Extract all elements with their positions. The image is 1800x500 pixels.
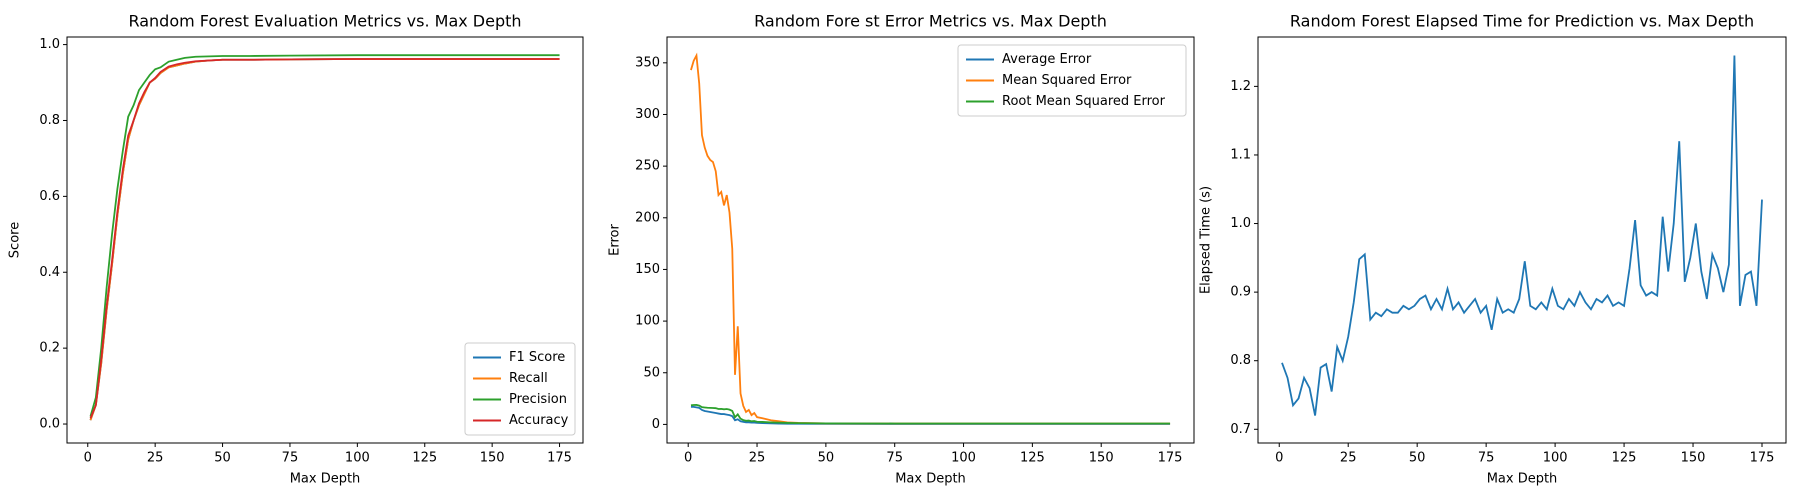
- x-tick-label: 75: [886, 451, 903, 466]
- x-tick-label: 50: [214, 451, 231, 466]
- y-tick-label: 1.2: [1230, 79, 1251, 94]
- chart-title: Random Forest Evaluation Metrics vs. Max…: [128, 12, 521, 31]
- y-tick-label: 0.7: [1230, 422, 1251, 437]
- x-tick-label: 125: [1020, 451, 1045, 466]
- legend: F1 Score Recall Precision Accuracy: [464, 342, 576, 436]
- y-tick-label: 150: [635, 262, 660, 277]
- x-tick-label: 0: [1275, 451, 1283, 466]
- x-axis-label: Max Depth: [895, 472, 966, 487]
- y-tick-label: 1.0: [39, 37, 60, 52]
- y-tick-label: 100: [635, 314, 660, 329]
- legend-label: Mean Squared Error: [1002, 73, 1132, 88]
- y-tick-label: 1.1: [1230, 147, 1251, 162]
- x-tick-label: 25: [749, 451, 766, 466]
- y-tick-label: 200: [635, 210, 660, 225]
- x-tick-label: 100: [951, 451, 976, 466]
- x-tick-label: 125: [412, 451, 437, 466]
- line-series: [89, 58, 560, 419]
- y-tick-label: 300: [635, 107, 660, 122]
- legend-box: [464, 342, 576, 436]
- legend-label: Average Error: [1002, 52, 1092, 67]
- x-tick-label: 125: [1612, 451, 1637, 466]
- legend-label: F1 Score: [509, 350, 565, 365]
- x-tick-label: 175: [547, 451, 572, 466]
- x-tick-label: 0: [84, 451, 92, 466]
- axes-frame: [1257, 36, 1787, 444]
- x-tick-label: 175: [1158, 451, 1183, 466]
- line-series: [89, 54, 560, 417]
- y-tick-label: 0.9: [1230, 285, 1251, 300]
- legend-label: Precision: [509, 392, 567, 407]
- line-series: [690, 403, 1171, 425]
- x-tick-label: 100: [1543, 451, 1568, 466]
- y-tick-label: 0.4: [39, 265, 60, 280]
- line-series: [1281, 55, 1763, 416]
- x-tick-label: 150: [480, 451, 505, 466]
- y-tick-label: 0.8: [1230, 353, 1251, 368]
- y-tick-label: 350: [635, 55, 660, 70]
- y-tick-label: 0.2: [39, 341, 60, 356]
- y-axis-label: Elapsed Time (s): [1199, 186, 1214, 294]
- chart-title: Random Forest Elapsed Time for Predictio…: [1290, 12, 1754, 31]
- x-tick-label: 25: [147, 451, 164, 466]
- y-axis-label: Score: [8, 222, 23, 258]
- legend-label: Root Mean Squared Error: [1002, 94, 1166, 109]
- chart-panel: Random Fore st Error Metrics vs. Max Dep…: [608, 12, 1195, 487]
- y-tick-label: 50: [643, 365, 660, 380]
- legend-box: [957, 44, 1187, 117]
- x-axis-label: Max Depth: [1487, 472, 1558, 487]
- x-tick-label: 25: [1340, 451, 1357, 466]
- x-axis-label: Max Depth: [290, 472, 361, 487]
- chart-panel: Random Forest Evaluation Metrics vs. Max…: [8, 12, 584, 487]
- legend: Average Error Mean Squared Error Root Mean…: [957, 44, 1187, 117]
- x-tick-label: 75: [282, 451, 299, 466]
- x-tick-label: 175: [1750, 451, 1775, 466]
- y-tick-label: 1.0: [1230, 216, 1251, 231]
- x-tick-label: 50: [1409, 451, 1426, 466]
- axes-frame: [666, 36, 1195, 444]
- chart-title: Random Fore st Error Metrics vs. Max Dep…: [754, 12, 1107, 31]
- legend-label: Accuracy: [509, 413, 569, 428]
- chart-panel: Random Forest Elapsed Time for Predictio…: [1199, 12, 1787, 487]
- y-axis-label: Error: [608, 224, 623, 256]
- x-tick-label: 0: [684, 451, 692, 466]
- x-tick-label: 150: [1089, 451, 1114, 466]
- x-tick-label: 50: [818, 451, 835, 466]
- y-tick-label: 250: [635, 159, 660, 174]
- x-tick-label: 100: [345, 451, 370, 466]
- y-tick-label: 0: [652, 417, 660, 432]
- y-tick-label: 0.0: [39, 417, 60, 432]
- y-tick-label: 0.6: [39, 189, 60, 204]
- y-tick-label: 0.8: [39, 113, 60, 128]
- axes-frame: [66, 36, 584, 444]
- legend-label: Recall: [509, 371, 548, 386]
- x-tick-label: 75: [1478, 451, 1495, 466]
- x-tick-label: 150: [1681, 451, 1706, 466]
